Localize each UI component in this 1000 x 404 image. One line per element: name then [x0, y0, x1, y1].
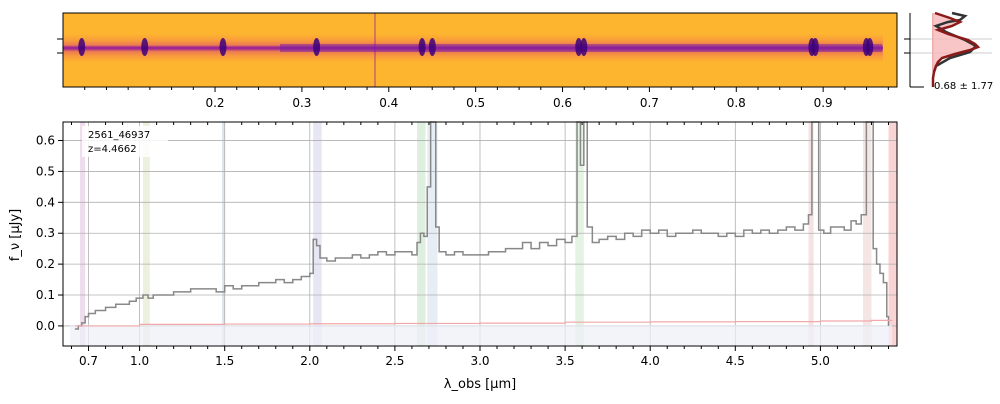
line-band-6: [575, 122, 584, 346]
emission-blob-2: [219, 38, 227, 56]
x-tick-label-4: 2.5: [385, 354, 404, 368]
emission-blob-11: [866, 38, 874, 56]
x-tick-label-3: 2.0: [300, 354, 319, 368]
emission-blob-1: [141, 38, 149, 56]
emission-blob-3: [313, 38, 321, 56]
line-band-7: [808, 122, 814, 346]
y-tick-label-6: 0.6: [36, 134, 55, 148]
top-tick-label-4: 0.6: [553, 96, 572, 110]
y-tick-label-5: 0.5: [36, 164, 55, 178]
line-band-8: [862, 122, 872, 346]
x-tick-label-7: 4.0: [641, 354, 660, 368]
x-tick-label-6: 3.5: [556, 354, 575, 368]
spectrum-1d-panel: 0.7 1.0 1.5 2.0 2.5 3.0 3.5 4.0 4.5 5.0 0.0 0.1 0.2…: [8, 121, 898, 392]
x-axis-label: λ_obs [μm]: [444, 377, 516, 392]
line-band-3: [313, 122, 322, 346]
line-band-9: [888, 122, 897, 346]
line-band-4: [417, 122, 426, 346]
y-tick-label-1: 0.1: [36, 288, 55, 302]
line-band-0: [80, 122, 86, 346]
profile-panel: 0.68 ± 1.77: [904, 11, 993, 92]
top-tick-label-5: 0.7: [640, 96, 659, 110]
x-tick-label-5: 3.0: [470, 354, 489, 368]
x-tick-label-8: 4.5: [726, 354, 745, 368]
series-line-1: [74, 319, 893, 327]
emission-blob-4: [418, 38, 426, 56]
redshift-label: z=4.4662: [88, 144, 137, 155]
profile-fill: [933, 13, 978, 87]
emission-blob-7: [580, 38, 588, 56]
object-id-label: 2561_46937: [88, 130, 150, 141]
profile-data-line: [931, 11, 981, 87]
top-tick-label-6: 0.8: [727, 96, 746, 110]
x-tick-label-2: 1.5: [215, 354, 234, 368]
y-tick-label-2: 0.2: [36, 257, 55, 271]
line-band-2: [222, 122, 225, 346]
x-tick-label-0: 0.7: [79, 354, 98, 368]
zero-floor-band: [70, 325, 892, 345]
legend-background: [82, 126, 168, 157]
top-tick-label-2: 0.4: [379, 96, 398, 110]
y-axis-label: f_ν [μJy]: [8, 209, 23, 261]
line-band-1: [142, 122, 150, 346]
line-band-5: [427, 122, 438, 346]
emission-blob-6: [575, 38, 583, 56]
series-line-0: [74, 121, 890, 330]
y-tick-label-4: 0.4: [36, 195, 55, 209]
x-tick-label-9: 5.0: [811, 354, 830, 368]
spectrum-2d-frame: [62, 12, 898, 88]
x-tick-label-1: 1.0: [130, 354, 149, 368]
top-tick-label-3: 0.5: [466, 96, 485, 110]
top-tick-label-7: 0.9: [814, 96, 833, 110]
emission-blob-0: [78, 38, 86, 56]
spectrum-2d-panel: 0.2 0.3 0.4 0.5 0.6 0.7 0.8 0.9: [57, 12, 898, 110]
legend-box: 2561_46937 z=4.4662: [82, 126, 168, 157]
y-tick-label-3: 0.3: [36, 226, 55, 240]
top-tick-label-0: 0.2: [205, 96, 224, 110]
top-tick-label-1: 0.3: [292, 96, 311, 110]
emission-blob-5: [428, 38, 436, 56]
y-tick-label-0: 0.0: [36, 319, 55, 333]
emission-blob-9: [811, 38, 819, 56]
profile-label: 0.68 ± 1.77: [934, 81, 993, 92]
